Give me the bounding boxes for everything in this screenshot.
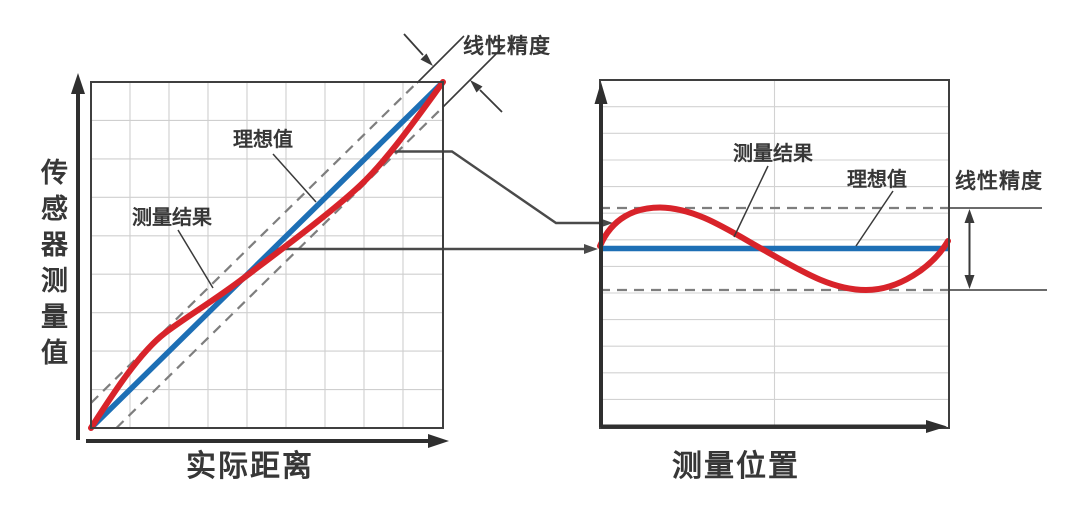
accuracy-dim-arrow-lower-head <box>470 80 483 93</box>
left-lower-tolerance-dash <box>115 106 444 429</box>
right-measured-curve <box>597 204 951 294</box>
right-measured-label: 测量结果 <box>733 141 813 165</box>
left-y-axis-label: 传感器测量值 <box>36 158 67 374</box>
left-ideal-line <box>89 80 445 430</box>
right-x-axis-label: 测量位置 <box>672 449 800 484</box>
left-ideal-leader <box>272 153 317 203</box>
connector-measured <box>390 150 600 225</box>
connector-ideal-arrowhead <box>584 244 598 254</box>
left-ideal-label: 理想值 <box>233 127 293 151</box>
right-chart <box>594 79 1047 433</box>
right-x-axis-arrowhead <box>926 420 947 433</box>
band-dim-arrow-top-head <box>964 209 975 223</box>
band-dim-arrow-bottom-head <box>964 275 975 289</box>
upper-tolerance-extension <box>416 35 465 84</box>
right-ideal-leader <box>855 190 894 247</box>
right-ideal-label: 理想值 <box>847 167 907 191</box>
right-measured-leader <box>733 165 769 238</box>
left-plot-border <box>90 81 444 429</box>
left-x-axis-arrowhead <box>428 434 449 448</box>
left-measured-leader <box>177 229 214 289</box>
accuracy-dim-arrow-lower-line <box>479 89 503 113</box>
left-x-axis-label: 实际距离 <box>186 449 314 484</box>
right-y-axis-arrowhead <box>594 82 608 104</box>
left-measured-curve <box>88 79 446 431</box>
left-measured-label: 测量结果 <box>132 205 212 229</box>
left-chart <box>71 33 613 448</box>
left-grid <box>91 82 443 428</box>
right-grid <box>600 80 949 428</box>
accuracy-dim-arrow-upper-head <box>420 53 433 66</box>
left-y-axis-arrowhead <box>71 73 85 94</box>
right-accuracy-label: 线性精度 <box>955 169 1043 193</box>
lower-tolerance-extension <box>442 44 506 108</box>
left-accuracy-label: 线性精度 <box>463 34 551 58</box>
accuracy-dim-arrow-upper-line <box>403 33 424 56</box>
